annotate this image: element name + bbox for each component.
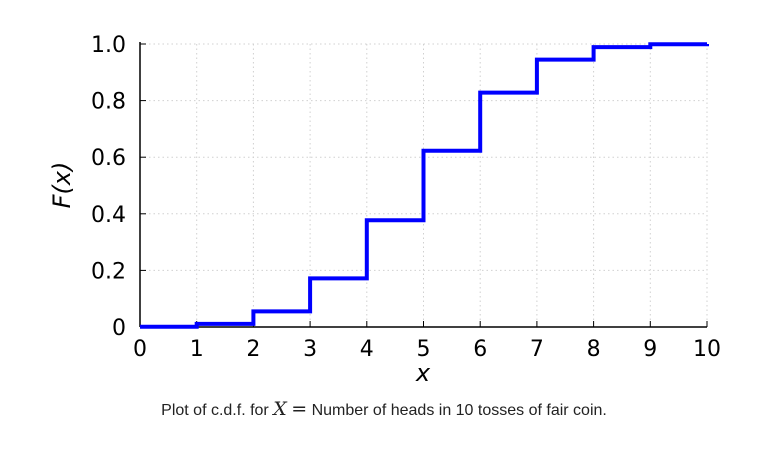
cdf-step-line (140, 42, 709, 329)
x-axis-label: x (415, 359, 431, 387)
y-tick-label: 0.4 (91, 203, 126, 228)
x-tick-label: 2 (246, 337, 260, 362)
figure-caption: Plot of c.d.f. for X = Number of heads i… (0, 398, 768, 420)
ticks: 0 1 2 3 4 5 6 7 8 9 10 0 0.2 0.4 0.6 0.8 1.0 (91, 33, 721, 362)
x-tick-label: 8 (587, 337, 601, 362)
y-tick-label: 0.6 (91, 146, 126, 171)
y-tick-label: 0 (112, 316, 126, 341)
x-tick-label: 4 (360, 337, 374, 362)
x-tick-label: 10 (693, 337, 721, 362)
x-tick-label: 6 (473, 337, 487, 362)
caption-variable: X (273, 398, 287, 420)
caption-prefix: Plot of c.d.f. for (161, 402, 269, 419)
y-tick-label: 1.0 (91, 33, 126, 58)
x-tick-label: 0 (133, 337, 147, 362)
caption-text: Number of heads in 10 tosses of fair coi… (311, 402, 607, 419)
caption-equals: = (291, 398, 308, 420)
y-tick-label: 0.2 (91, 259, 126, 284)
x-tick-label: 9 (643, 337, 657, 362)
y-tick-label: 0.8 (91, 90, 126, 115)
x-tick-label: 3 (303, 337, 317, 362)
x-tick-label: 1 (190, 337, 204, 362)
y-axis-label: F(x) (48, 162, 76, 209)
x-tick-label: 7 (530, 337, 544, 362)
cdf-chart: 0 1 2 3 4 5 6 7 8 9 10 0 0.2 0.4 0.6 0.8 1.0 x F(x) (48, 33, 721, 387)
x-tick-label: 5 (417, 337, 431, 362)
